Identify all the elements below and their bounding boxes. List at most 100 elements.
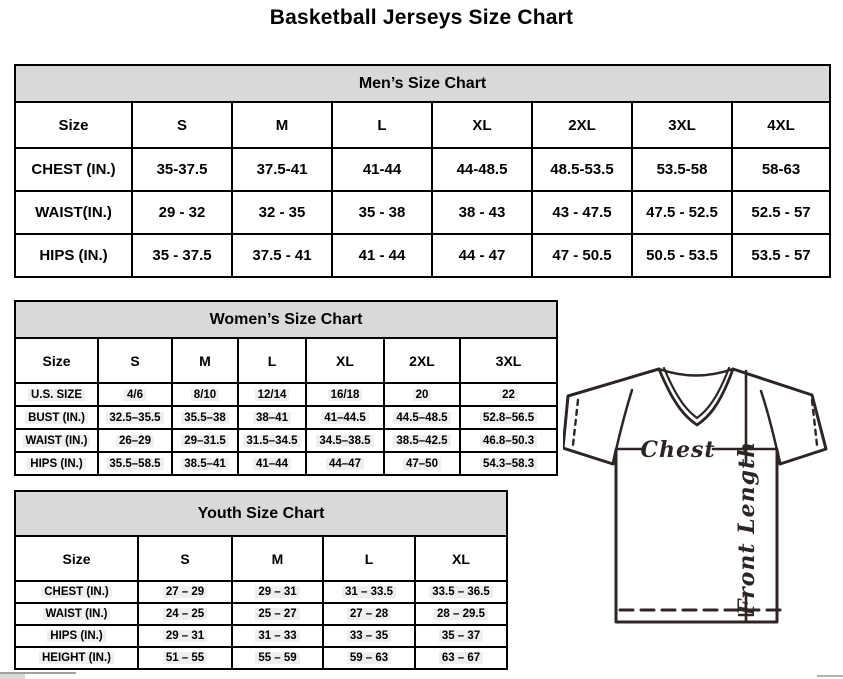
cell-text: 44–47 — [326, 457, 364, 470]
column-header: Size — [14, 101, 133, 149]
column-header: L — [322, 535, 416, 582]
cell-text: 25 – 27 — [255, 608, 300, 620]
cell-value: 44–47 — [305, 451, 385, 476]
mens-column-row: Size S M L XL 2XL 3XL 4XL — [14, 101, 832, 149]
cell-value: 34.5–38.5 — [305, 428, 385, 453]
cell-value: 35.5–38 — [171, 405, 239, 430]
table-row: WAIST (IN.) 26–29 29–31.5 31.5–34.5 34.5… — [14, 428, 559, 453]
column-header: Size — [14, 337, 99, 384]
cell-text: 12/14 — [254, 388, 290, 401]
cell-value: 38–41 — [237, 405, 307, 430]
row-label-text: WAIST (IN.) — [42, 608, 111, 620]
mens-table-header-band: Men’s Size Chart — [13, 64, 832, 103]
horizontal-scrollbar-fragment-right[interactable] — [817, 675, 843, 677]
table-row: BUST (IN.) 32.5–35.5 35.5–38 38–41 41–44… — [14, 405, 559, 430]
cell-value: 26–29 — [97, 428, 173, 453]
cell-text: 24 – 25 — [162, 608, 208, 620]
youth-column-row: Size S M L XL — [14, 535, 508, 582]
table-row: CHEST (IN.) 27 – 29 29 – 31 31 – 33.5 33… — [14, 580, 508, 604]
row-label: WAIST (IN.) — [14, 602, 139, 626]
column-header: 2XL — [531, 101, 633, 149]
cell-value: 28 – 29.5 — [414, 602, 508, 626]
row-label: U.S. SIZE — [14, 382, 99, 407]
cell-value: 27 – 28 — [322, 602, 416, 626]
table-row: HEIGHT (IN.) 51 – 55 55 – 59 59 – 63 63 … — [14, 646, 508, 670]
cell-text: 20 — [412, 388, 432, 401]
cell-text: 33 – 35 — [346, 630, 392, 642]
womens-column-row: Size S M L XL 2XL 3XL — [14, 337, 559, 384]
cell-text: 38.5–42.5 — [393, 434, 451, 447]
cell-value: 29 – 31 — [137, 624, 233, 648]
cell-value: 8/10 — [171, 382, 239, 407]
row-label: BUST (IN.) — [14, 405, 99, 430]
cell-text: 55 – 59 — [255, 652, 300, 664]
front-length-label: Front Length — [734, 441, 760, 616]
cell-value: 47–50 — [383, 451, 461, 476]
row-label: HEIGHT (IN.) — [14, 646, 139, 670]
mens-size-table: Men’s Size Chart Size S M L XL 2XL 3XL 4… — [13, 64, 832, 278]
cell-value: 12/14 — [237, 382, 307, 407]
row-label: CHEST (IN.) — [14, 580, 139, 604]
column-header: M — [231, 535, 324, 582]
cell-text: 8/10 — [190, 388, 220, 401]
cell-value: 35 - 37.5 — [131, 233, 233, 278]
collar-inner-v — [662, 366, 731, 420]
column-header: Size — [14, 535, 139, 582]
row-label-text: BUST (IN.) — [25, 411, 88, 424]
cell-text: 46.8–50.3 — [479, 434, 538, 447]
left-cuff-dashed-line — [571, 398, 580, 447]
column-header: XL — [431, 101, 533, 149]
cell-value: 24 – 25 — [137, 602, 233, 626]
cell-text: 35.5–58.5 — [106, 457, 164, 470]
cell-text: 54.3–58.3 — [479, 457, 538, 470]
cell-text: 63 – 67 — [438, 652, 484, 664]
row-label: HIPS (IN.) — [14, 624, 139, 648]
womens-size-table: Women’s Size Chart Size S M L XL 2XL 3XL… — [13, 300, 559, 476]
cell-value: 22 — [458, 382, 559, 407]
youth-table-title: Youth Size Chart — [14, 490, 508, 537]
cell-value: 47 - 50.5 — [531, 233, 633, 278]
column-header: 3XL — [458, 337, 559, 384]
table-row: CHEST (IN.) 35-37.5 37.5-41 41-44 44-48.… — [14, 147, 832, 192]
right-cuff-dashed-line — [810, 398, 819, 447]
table-row: WAIST (IN.) 24 – 25 25 – 27 27 – 28 28 –… — [14, 602, 508, 626]
column-header: 2XL — [383, 337, 461, 384]
cell-text: 59 – 63 — [346, 652, 392, 664]
cell-value: 31 – 33.5 — [322, 580, 416, 604]
table-row: U.S. SIZE 4/6 8/10 12/14 16/18 20 22 — [14, 382, 559, 407]
cell-text: 33.5 – 36.5 — [429, 586, 493, 598]
table-row: HIPS (IN.) 35.5–58.5 38.5–41 41–44 44–47… — [14, 451, 559, 476]
cell-text: 31 – 33.5 — [342, 586, 396, 598]
cell-text: 35.5–38 — [181, 411, 229, 424]
row-label-text: HIPS (IN.) — [47, 630, 106, 642]
cell-value: 44 - 47 — [431, 233, 533, 278]
cell-text: 26–29 — [116, 434, 154, 447]
cell-value: 16/18 — [305, 382, 385, 407]
womens-table-title: Women’s Size Chart — [13, 300, 559, 339]
youth-size-table: Youth Size Chart Size S M L XL CHEST (IN… — [14, 490, 508, 670]
cell-value: 4/6 — [97, 382, 173, 407]
horizontal-scrollbar-thumb[interactable] — [0, 674, 25, 679]
horizontal-scrollbar-track[interactable] — [0, 672, 76, 674]
cell-text: 38.5–41 — [181, 457, 229, 470]
row-label: WAIST (IN.) — [14, 428, 99, 453]
cell-value: 48.5-53.5 — [531, 147, 633, 192]
cell-value: 29 - 32 — [131, 190, 233, 235]
cell-value: 35 - 38 — [331, 190, 433, 235]
cell-text: 32.5–35.5 — [106, 411, 164, 424]
cell-value: 59 – 63 — [322, 646, 416, 670]
column-header: L — [237, 337, 307, 384]
cell-value: 52.5 - 57 — [730, 190, 832, 235]
row-label-text: CHEST (IN.) — [41, 586, 112, 598]
row-label: HIPS (IN.) — [14, 451, 99, 476]
cell-value: 46.8–50.3 — [458, 428, 559, 453]
cell-value: 20 — [383, 382, 461, 407]
table-row: HIPS (IN.) 35 - 37.5 37.5 - 41 41 - 44 4… — [14, 233, 832, 278]
cell-text: 29–31.5 — [181, 434, 229, 447]
cell-value: 50.5 - 53.5 — [631, 233, 733, 278]
column-header: 3XL — [631, 101, 733, 149]
youth-table-header-band: Youth Size Chart — [14, 490, 508, 537]
cell-value: 38.5–42.5 — [383, 428, 461, 453]
cell-text: 22 — [499, 388, 518, 401]
